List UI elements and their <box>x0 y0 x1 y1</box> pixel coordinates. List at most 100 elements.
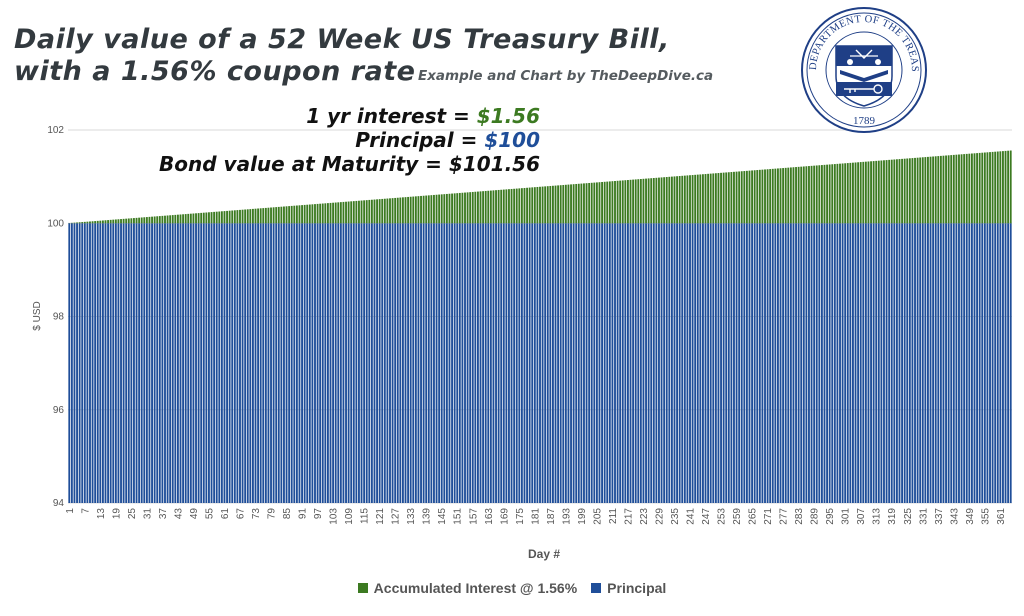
x-tick-label: 295 <box>825 508 836 525</box>
chart-bars <box>68 150 1012 503</box>
bar-interest <box>893 159 896 224</box>
bar-interest <box>960 154 963 224</box>
bar-interest <box>808 166 810 224</box>
chart-legend: Accumulated Interest @ 1.56% Principal <box>0 580 1024 596</box>
y-tick-label: 102 <box>47 125 64 136</box>
bar-interest <box>164 215 166 224</box>
x-tick-label: 289 <box>810 508 821 525</box>
bar-interest <box>859 162 862 224</box>
bar-principal <box>267 223 270 503</box>
treasury-seal-icon: THE DEPARTMENT OF THE TREASURY 1789 <box>800 6 927 133</box>
bar-principal <box>722 223 725 503</box>
bar-principal <box>270 223 272 503</box>
bar-interest <box>386 198 389 224</box>
bar-interest <box>712 173 715 224</box>
bar-interest <box>220 211 223 224</box>
bar-principal <box>702 223 704 503</box>
bar-principal <box>973 223 976 503</box>
bar-principal <box>795 223 797 503</box>
bar-interest <box>288 206 291 224</box>
bar-interest <box>725 172 728 224</box>
bar-principal <box>546 223 549 503</box>
bar-interest <box>792 167 795 224</box>
bar-interest <box>176 214 179 224</box>
bar-principal <box>639 223 642 503</box>
bar-interest <box>616 180 619 224</box>
bar-principal <box>859 223 862 503</box>
bar-principal <box>665 223 668 503</box>
bar-principal <box>451 223 453 503</box>
bar-interest <box>360 200 363 224</box>
bar-principal <box>738 223 741 503</box>
bar-principal <box>787 223 790 503</box>
bar-interest <box>965 153 968 224</box>
bar-interest <box>559 185 562 224</box>
bar-interest <box>342 201 345 224</box>
bar-interest <box>603 181 606 224</box>
x-tick-label: 247 <box>701 508 712 525</box>
bar-interest <box>158 216 161 224</box>
bar-interest <box>789 167 792 224</box>
bar-principal <box>895 223 898 503</box>
bar-interest <box>409 196 412 224</box>
bar-principal <box>489 223 492 503</box>
bar-principal <box>99 223 102 503</box>
x-tick-label: 151 <box>453 508 464 525</box>
bar-interest <box>76 222 78 224</box>
bar-principal <box>487 223 490 503</box>
bar-principal <box>89 223 91 503</box>
bar-interest <box>714 173 717 224</box>
annotation-maturity-label: Bond value at Maturity = $101.56 <box>159 152 540 176</box>
x-tick-label: 97 <box>313 508 324 520</box>
bar-principal <box>901 223 904 503</box>
bar-interest <box>727 172 730 224</box>
bar-interest <box>259 208 262 224</box>
bar-interest <box>466 192 469 224</box>
bar-interest <box>505 189 508 224</box>
bar-interest <box>461 192 464 224</box>
x-tick-label: 157 <box>468 508 479 525</box>
bar-interest <box>337 202 340 224</box>
legend-label-interest: Accumulated Interest @ 1.56% <box>373 580 578 596</box>
bar-principal <box>515 223 518 503</box>
bar-interest <box>414 196 417 224</box>
bar-principal <box>668 223 671 503</box>
bar-interest <box>448 193 451 224</box>
bar-principal <box>288 223 291 503</box>
bar-principal <box>782 223 785 503</box>
bar-interest <box>301 205 303 224</box>
bar-interest <box>795 167 797 224</box>
bar-principal <box>952 223 955 503</box>
bar-principal <box>383 223 386 503</box>
bar-interest <box>753 170 756 224</box>
bar-interest <box>140 217 143 224</box>
bar-principal <box>717 223 720 503</box>
bar-interest <box>153 216 156 224</box>
bar-interest <box>670 176 673 224</box>
bar-principal <box>91 223 94 503</box>
bar-interest <box>264 207 267 224</box>
bar-principal <box>101 223 104 503</box>
bar-interest <box>745 170 748 224</box>
bar-principal <box>857 223 860 503</box>
bar-interest <box>846 163 849 224</box>
bar-principal <box>704 223 707 503</box>
bar-principal <box>352 223 355 503</box>
bar-principal <box>927 223 929 503</box>
bar-principal <box>502 223 505 503</box>
bar-principal <box>619 223 622 503</box>
bar-principal <box>293 223 296 503</box>
bar-principal <box>919 223 922 503</box>
bar-principal <box>784 223 787 503</box>
bar-interest <box>391 198 394 224</box>
bar-principal <box>174 223 177 503</box>
bar-principal <box>308 223 311 503</box>
bar-principal <box>908 223 911 503</box>
bar-interest <box>270 207 272 224</box>
bar-principal <box>192 223 195 503</box>
bar-principal <box>264 223 267 503</box>
x-tick-label: 79 <box>267 508 278 520</box>
bar-principal <box>401 223 404 503</box>
bar-principal <box>867 223 870 503</box>
bar-interest <box>875 160 878 224</box>
